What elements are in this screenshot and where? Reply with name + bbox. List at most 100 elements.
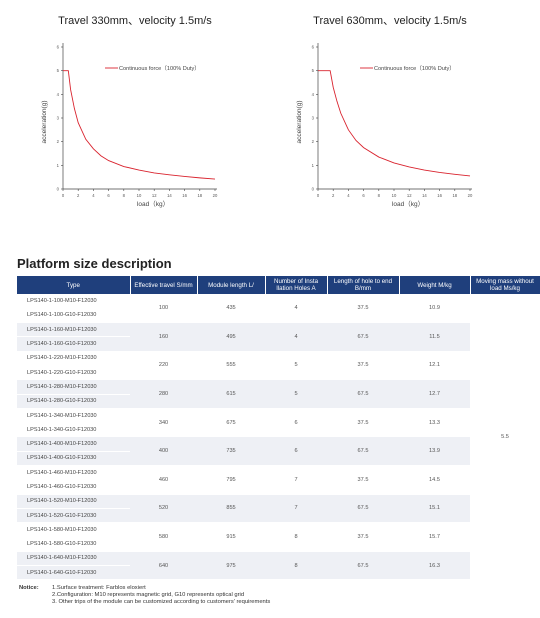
- cell-weight: 12.1: [399, 351, 470, 381]
- cell-weight: 14.5: [399, 465, 470, 495]
- cell-weight: 10.9: [399, 294, 470, 324]
- y-tick-label: 5: [312, 68, 315, 73]
- table-row: LPS140-1-400-G10-F12030: [17, 451, 540, 467]
- cell-hole-end: 37.5: [327, 465, 399, 495]
- cell-length: 675: [197, 408, 265, 438]
- notice-item: 3. Other trips of the module can be cust…: [52, 599, 271, 605]
- table-row: LPS140-1-640-G10-F12030: [17, 565, 540, 581]
- cell-type: LPS140-1-640-G10-F12030: [17, 565, 130, 581]
- platform-size-table: Type Effective travel S/mm Module length…: [17, 276, 540, 581]
- cell-travel: 100: [130, 294, 197, 324]
- cell-type: LPS140-1-100-G10-F12030: [17, 308, 130, 324]
- cell-hole-end: 37.5: [327, 294, 399, 324]
- x-tick-label: 12: [407, 193, 412, 198]
- y-tick-label: 5: [57, 68, 60, 73]
- cell-type: LPS140-1-220-G10-F12030: [17, 365, 130, 381]
- cell-travel: 460: [130, 465, 197, 495]
- cell-weight: 13.3: [399, 408, 470, 438]
- cell-type: LPS140-1-400-M10-F12030: [17, 436, 130, 452]
- cell-length: 855: [197, 494, 265, 524]
- cell-weight: 15.7: [399, 522, 470, 552]
- cell-type: LPS140-1-160-G10-F12030: [17, 336, 130, 352]
- x-tick-label: 14: [167, 193, 172, 198]
- table-row: LPS140-1-400-M10-F12030 400 735 6 67.5 13.9: [17, 436, 540, 467]
- cell-holes: 6: [265, 436, 327, 467]
- table-row: LPS140-1-160-M10-F12030 160 495 4 67.5 11.5: [17, 322, 540, 352]
- x-tick-label: 14: [422, 193, 427, 198]
- x-tick-label: 8: [123, 193, 126, 198]
- table-row: LPS140-1-160-G10-F12030: [17, 336, 540, 352]
- cell-travel: 580: [130, 522, 197, 552]
- table-row: LPS140-1-580-M10-F12030 580 915 8 37.5 15.7: [17, 522, 540, 552]
- cell-holes: 7: [265, 465, 327, 495]
- cell-type: LPS140-1-160-M10-F12030: [17, 322, 130, 338]
- cell-travel: 160: [130, 322, 197, 352]
- y-tick-label: 0: [57, 187, 60, 192]
- chart-title: Travel 330mm、velocity 1.5m/s: [58, 15, 212, 27]
- table-row: LPS140-1-340-G10-F12030: [17, 422, 540, 438]
- y-tick-label: 2: [57, 139, 60, 144]
- cell-hole-end: 67.5: [327, 436, 399, 467]
- cell-hole-end: 37.5: [327, 408, 399, 438]
- x-tick-label: 0: [317, 193, 320, 198]
- legend-label: Continuous force（100% Duty）: [374, 65, 455, 72]
- y-tick-label: 4: [57, 92, 60, 97]
- x-tick-label: 16: [182, 193, 187, 198]
- cell-length: 795: [197, 465, 265, 495]
- cell-length: 495: [197, 322, 265, 352]
- cell-weight: 16.3: [399, 551, 470, 581]
- table-row: LPS140-1-580-G10-F12030: [17, 537, 540, 552]
- table-row: LPS140-1-520-G10-F12030: [17, 508, 540, 524]
- cell-weight: 15.1: [399, 494, 470, 524]
- cell-type: LPS140-1-340-M10-F12030: [17, 408, 130, 424]
- cell-length: 435: [197, 294, 265, 324]
- table-row: LPS140-1-220-G10-F12030: [17, 365, 540, 381]
- x-tick-label: 20: [468, 193, 473, 198]
- x-tick-label: 10: [137, 193, 142, 198]
- chart-title: Travel 630mm、velocity 1.5m/s: [313, 15, 467, 27]
- cell-holes: 5: [265, 379, 327, 409]
- x-tick-label: 4: [92, 193, 95, 198]
- x-axis-label: load（kg）: [392, 200, 424, 208]
- cell-length: 615: [197, 379, 265, 409]
- series-line: [63, 70, 216, 180]
- y-tick-label: 3: [312, 116, 315, 121]
- legend-label: Continuous force（100% Duty）: [119, 65, 200, 72]
- cell-type: LPS140-1-460-M10-F12030: [17, 465, 130, 481]
- notice-item: 2.Configuration: M10 represents magnetic…: [52, 592, 245, 598]
- cell-hole-end: 67.5: [327, 494, 399, 524]
- y-tick-label: 1: [312, 163, 315, 168]
- y-axis-label: acceleration(g): [296, 101, 303, 144]
- cell-travel: 520: [130, 494, 197, 524]
- cell-type: LPS140-1-460-G10-F12030: [17, 479, 130, 495]
- section-title: Platform size description: [17, 256, 172, 271]
- header-weight: Weight M/kg: [399, 276, 471, 294]
- cell-length: 555: [197, 351, 265, 381]
- x-tick-label: 10: [392, 193, 397, 198]
- table-row: LPS140-1-460-M10-F12030 460 795 7 37.5 14.5: [17, 465, 540, 495]
- cell-length: 915: [197, 522, 265, 552]
- cell-holes: 5: [265, 351, 327, 381]
- y-tick-label: 6: [312, 45, 315, 50]
- cell-type: LPS140-1-640-M10-F12030: [17, 551, 130, 567]
- cell-hole-end: 37.5: [327, 522, 399, 552]
- cell-hole-end: 37.5: [327, 351, 399, 381]
- x-tick-label: 20: [213, 193, 218, 198]
- cell-type: LPS140-1-520-G10-F12030: [17, 508, 130, 524]
- header-travel: Effective travel S/mm: [130, 276, 198, 294]
- table-row: LPS140-1-280-M10-F12030 280 615 5 67.5 12.7: [17, 379, 540, 409]
- cell-travel: 280: [130, 379, 197, 409]
- cell-type: LPS140-1-100-M10-F12030: [17, 294, 130, 309]
- table-row: LPS140-1-460-G10-F12030: [17, 479, 540, 495]
- cell-type: LPS140-1-580-M10-F12030: [17, 522, 130, 538]
- cell-type: LPS140-1-520-M10-F12030: [17, 494, 130, 509]
- cell-hole-end: 67.5: [327, 379, 399, 409]
- cell-holes: 7: [265, 494, 327, 524]
- header-holes: Number of Insta llation Holes A: [265, 276, 328, 294]
- cell-type: LPS140-1-280-M10-F12030: [17, 379, 130, 395]
- cell-type: LPS140-1-220-M10-F12030: [17, 351, 130, 366]
- x-tick-label: 0: [62, 193, 65, 198]
- cell-holes: 4: [265, 322, 327, 352]
